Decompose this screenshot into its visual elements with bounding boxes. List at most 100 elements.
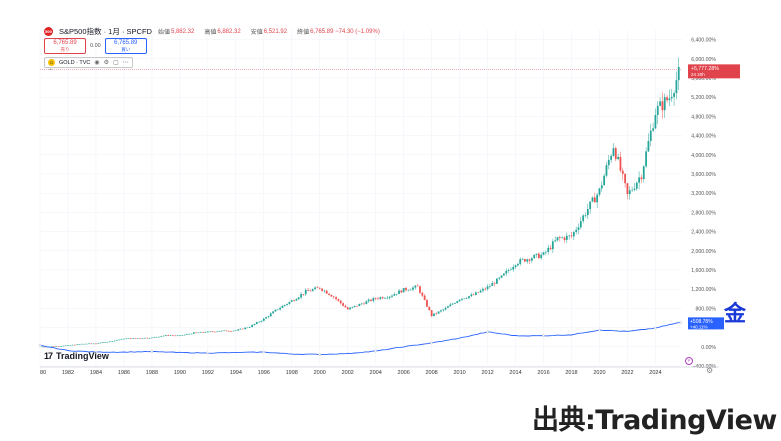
- buy-button[interactable]: 6,765.89 買い: [104, 38, 147, 54]
- spx-candle: [612, 148, 615, 156]
- spx-candle: [600, 185, 603, 189]
- ohlc-low: 安値 6,521.92: [250, 28, 288, 37]
- spx-candle: [388, 296, 391, 298]
- spx-candle: [239, 328, 242, 330]
- spx-candle: [188, 333, 191, 335]
- spx-candle: [258, 321, 261, 323]
- spx-candle: [43, 346, 46, 348]
- spx-candle: [647, 141, 650, 152]
- spx-candle: [71, 344, 74, 346]
- spx-candle: [328, 293, 330, 295]
- spx-candle: [631, 189, 634, 191]
- spx-candle: [633, 188, 636, 190]
- spx-candle: [454, 302, 456, 304]
- ohlc-open: 始値 5,882.32: [157, 28, 195, 37]
- spx-candle: [253, 323, 256, 325]
- x-tick-label: 2018: [565, 370, 577, 376]
- spx-candle: [437, 311, 440, 314]
- spx-candle: [416, 285, 419, 287]
- spx-candle: [519, 259, 522, 264]
- spx-candle: [199, 332, 202, 333]
- spx-candle: [251, 324, 254, 328]
- spx-candle: [556, 237, 559, 241]
- spx-candle: [76, 344, 79, 345]
- y-tick-label: 3,200.00%: [691, 191, 716, 197]
- spx-candle: [509, 269, 512, 271]
- spx-candle: [64, 345, 67, 347]
- spx-candle: [435, 313, 438, 315]
- y-tick-label: 4,800.00%: [691, 114, 716, 120]
- spx-candle: [456, 301, 459, 303]
- spx-candle: [549, 247, 552, 250]
- spx-candle: [563, 237, 566, 240]
- spx-candle: [391, 295, 393, 297]
- sell-button[interactable]: 6,765.89 売り: [44, 38, 86, 54]
- x-tick-label: 2012: [481, 370, 493, 376]
- spx-candle: [211, 331, 214, 333]
- collapse-legend-icon[interactable]: ⌃: [48, 69, 54, 75]
- spx-candle: [444, 307, 447, 310]
- spx-candle: [311, 289, 314, 291]
- spx-candle: [283, 304, 286, 306]
- x-tick-label: 80: [40, 370, 46, 376]
- spx-candle: [265, 317, 268, 319]
- gold-series: [38, 321, 682, 356]
- spx-candle: [596, 194, 599, 203]
- x-tick-label: 2000: [314, 370, 326, 376]
- spx-candle: [97, 343, 100, 344]
- spx-candle: [614, 148, 617, 160]
- symbol-title[interactable]: S&P500指数 · 1月 · SPCFD: [59, 27, 152, 36]
- spx-candle: [99, 342, 102, 344]
- spx-candle: [479, 290, 482, 293]
- settings-icon[interactable]: ⚙: [103, 60, 110, 66]
- spx-candle: [300, 294, 302, 298]
- spx-candle: [90, 343, 93, 345]
- spx-candle: [447, 306, 449, 308]
- gold-point: [679, 321, 682, 324]
- trash-icon[interactable]: ▢: [113, 60, 119, 66]
- spx-candle: [535, 253, 538, 255]
- spx-candle: [579, 221, 582, 228]
- spx-last-box: [688, 64, 740, 79]
- x-tick-label: 1992: [202, 370, 214, 376]
- spx-candle: [218, 331, 221, 332]
- gold-point: [654, 326, 657, 330]
- spx-candle: [500, 275, 503, 278]
- spx-candle: [551, 241, 554, 250]
- spx-candle: [134, 338, 137, 339]
- spx-candle: [468, 296, 470, 299]
- spx-candle: [192, 332, 195, 334]
- spx-last-value: +5,777.28%: [691, 66, 719, 72]
- spx-candle: [155, 336, 158, 338]
- spx-candle: [458, 299, 461, 302]
- spx-last-sub: 24 20h: [691, 72, 705, 77]
- spx-candle: [227, 331, 230, 332]
- gold-last-box: [688, 317, 724, 330]
- y-tick-label: 4,400.00%: [691, 134, 716, 140]
- spx-candle: [297, 297, 300, 300]
- spx-candle: [316, 287, 319, 289]
- spx-candle: [589, 201, 592, 210]
- spx-candle: [675, 80, 678, 94]
- gear-icon[interactable]: ⚙: [706, 366, 714, 375]
- spx-candle: [489, 285, 491, 287]
- x-tick-label: 2014: [509, 370, 521, 376]
- spx-candle: [565, 235, 568, 240]
- spx-candle: [537, 253, 540, 259]
- more-icon[interactable]: ⋯: [122, 60, 129, 66]
- tradingview-logo[interactable]: 17 TradingView: [44, 351, 109, 361]
- spx-candle: [530, 258, 533, 261]
- spx-candle: [353, 305, 356, 307]
- spx-candle: [144, 337, 146, 339]
- indicator-marker-icon[interactable]: P: [685, 357, 693, 365]
- eye-icon[interactable]: ◉: [94, 60, 100, 66]
- spx-candle: [516, 263, 519, 266]
- spx-candle: [624, 173, 627, 184]
- spx-candle: [363, 303, 365, 305]
- spx-candle: [41, 346, 44, 348]
- spx-candle: [288, 301, 291, 304]
- spx-candle: [670, 96, 673, 99]
- spx-candle: [309, 290, 312, 292]
- compare-symbol-row[interactable]: G GOLD · TVC ◉ ⚙ ▢ ⋯: [44, 57, 133, 68]
